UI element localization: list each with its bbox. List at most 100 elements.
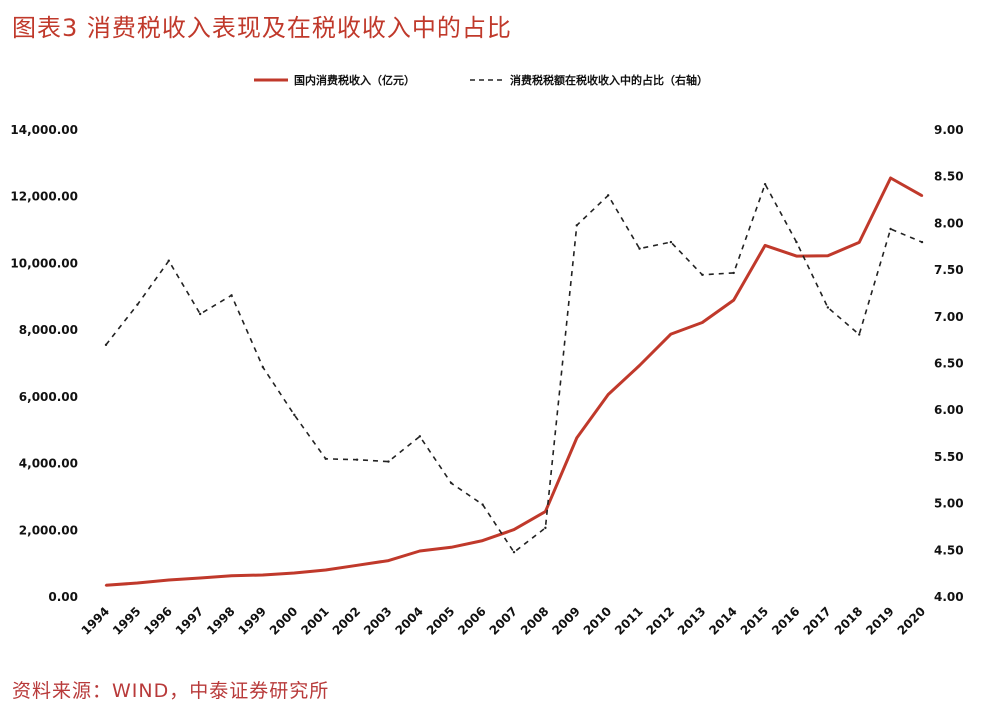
- left-axis: 0.00 2,000.00 4,000.00 6,000.00 8,000.00 10,0…: [10, 123, 78, 604]
- left-tick-label: 2,000.00: [19, 523, 78, 537]
- plot-area: [104, 176, 924, 587]
- left-tick-label: 8,000.00: [19, 323, 78, 337]
- x-tick-label: 2008: [518, 604, 552, 638]
- x-tick-label: 2010: [581, 604, 615, 638]
- share-ratio-point: [450, 481, 453, 485]
- consumption-tax-point: [669, 332, 673, 336]
- left-tick-label: 6,000.00: [19, 390, 78, 404]
- x-tick-label: 2019: [863, 604, 897, 638]
- right-tick-label: 7.00: [934, 310, 964, 324]
- consumption-tax-point: [638, 364, 641, 367]
- share-ratio-point: [355, 458, 359, 461]
- left-tick-label: 4,000.00: [19, 457, 78, 471]
- consumption-tax-point: [544, 510, 547, 513]
- x-tick-label: 1995: [110, 604, 144, 638]
- consumption-tax-point: [795, 254, 798, 258]
- share-ratio-point: [795, 240, 798, 244]
- x-tick-label: 1994: [79, 604, 113, 638]
- x-tick-label: 2012: [644, 604, 678, 638]
- right-tick-label: 6.50: [934, 357, 964, 371]
- source-note: 资料来源：WIND，中泰证券研究所: [12, 680, 330, 702]
- right-tick-label: 8.00: [934, 216, 964, 230]
- consumption-tax-point: [512, 528, 516, 531]
- consumption-tax-point: [732, 298, 735, 302]
- consumption-tax-point: [293, 571, 296, 575]
- share-ratio-point: [387, 460, 390, 463]
- consumption-tax-point: [355, 564, 359, 567]
- share-ratio-line: [105, 183, 923, 554]
- chart-title: 图表3 消费税收入表现及在税收收入中的占比: [12, 14, 512, 42]
- consumption-tax-point: [826, 254, 830, 257]
- consumption-tax-point: [261, 573, 265, 577]
- right-tick-label: 6.00: [934, 403, 964, 417]
- share-ratio-point: [575, 224, 578, 227]
- x-tick-label: 2016: [769, 604, 803, 638]
- consumption-tax-point: [324, 568, 327, 572]
- consumption-tax-point: [198, 576, 202, 580]
- x-tick-label: 2018: [832, 604, 866, 638]
- x-tick-label: 1999: [236, 604, 270, 638]
- right-tick-label: 4.50: [934, 543, 964, 557]
- share-ratio-point: [920, 240, 924, 244]
- x-tick-label: 2011: [612, 604, 646, 638]
- left-tick-label: 0.00: [48, 590, 78, 604]
- share-ratio-point: [198, 312, 202, 316]
- consumption-tax-point: [920, 194, 924, 197]
- legend-label: 国内消费税收入（亿元）: [294, 73, 415, 87]
- x-axis: 1994199519961997199819992000200120022003…: [79, 604, 929, 638]
- share-ratio-point: [481, 503, 484, 506]
- share-ratio-point: [261, 366, 265, 369]
- share-ratio-point: [136, 303, 139, 306]
- x-tick-label: 2017: [800, 604, 834, 638]
- consumption-tax-point: [230, 574, 233, 577]
- share-ratio-point: [858, 333, 861, 336]
- consumption-tax-point: [104, 584, 108, 587]
- consumption-tax-point: [481, 539, 484, 542]
- left-tick-label: 10,000.00: [10, 256, 78, 270]
- share-ratio-point: [167, 259, 170, 262]
- x-tick-label: 2006: [455, 604, 489, 638]
- consumption-tax-point: [418, 549, 422, 553]
- consumption-tax-point: [136, 581, 139, 585]
- x-tick-label: 2014: [706, 604, 740, 638]
- x-tick-label: 2001: [298, 604, 332, 638]
- legend: 国内消费税收入（亿元） 消费税税额在税收收入中的占比（右轴）: [254, 73, 708, 87]
- share-ratio-point: [826, 306, 830, 309]
- x-tick-label: 2000: [267, 604, 301, 638]
- consumption-tax-point: [889, 176, 892, 180]
- share-ratio-point: [230, 294, 233, 297]
- share-ratio-point: [763, 182, 767, 186]
- share-ratio-point: [638, 247, 641, 250]
- share-ratio-point: [732, 271, 735, 275]
- share-ratio-point: [512, 550, 516, 554]
- x-tick-label: 2003: [361, 604, 395, 638]
- consumption-tax-point: [167, 578, 170, 582]
- share-ratio-point: [889, 227, 892, 231]
- consumption-tax-point: [450, 546, 453, 549]
- consumption-tax-point: [387, 559, 390, 562]
- share-ratio-point: [293, 413, 296, 417]
- share-ratio-point: [606, 194, 610, 197]
- right-tick-label: 8.50: [934, 170, 964, 184]
- right-tick-label: 7.50: [934, 263, 964, 277]
- consumption-tax-point: [575, 436, 578, 440]
- share-ratio-point: [544, 526, 547, 530]
- share-ratio-point: [701, 273, 704, 276]
- x-tick-label: 2020: [895, 604, 929, 638]
- right-tick-label: 9.00: [934, 123, 964, 137]
- right-axis: 4.00 4.50 5.00 5.50 6.00 6.50 7.00 7.50 8.00 8.50…: [934, 123, 964, 604]
- consumption-tax-point: [701, 321, 704, 324]
- consumption-tax-point: [606, 393, 610, 396]
- right-tick-label: 4.00: [934, 590, 964, 604]
- x-tick-label: 2007: [487, 604, 521, 638]
- x-tick-label: 2009: [549, 604, 583, 638]
- x-tick-label: 2002: [330, 604, 364, 638]
- x-tick-label: 1997: [173, 604, 207, 638]
- legend-label: 消费税税额在税收收入中的占比（右轴）: [510, 73, 708, 87]
- x-tick-label: 2013: [675, 604, 709, 638]
- share-ratio-point: [104, 343, 108, 347]
- right-tick-label: 5.50: [934, 450, 964, 464]
- consumption-tax-point: [763, 244, 767, 247]
- x-tick-label: 2015: [738, 604, 772, 638]
